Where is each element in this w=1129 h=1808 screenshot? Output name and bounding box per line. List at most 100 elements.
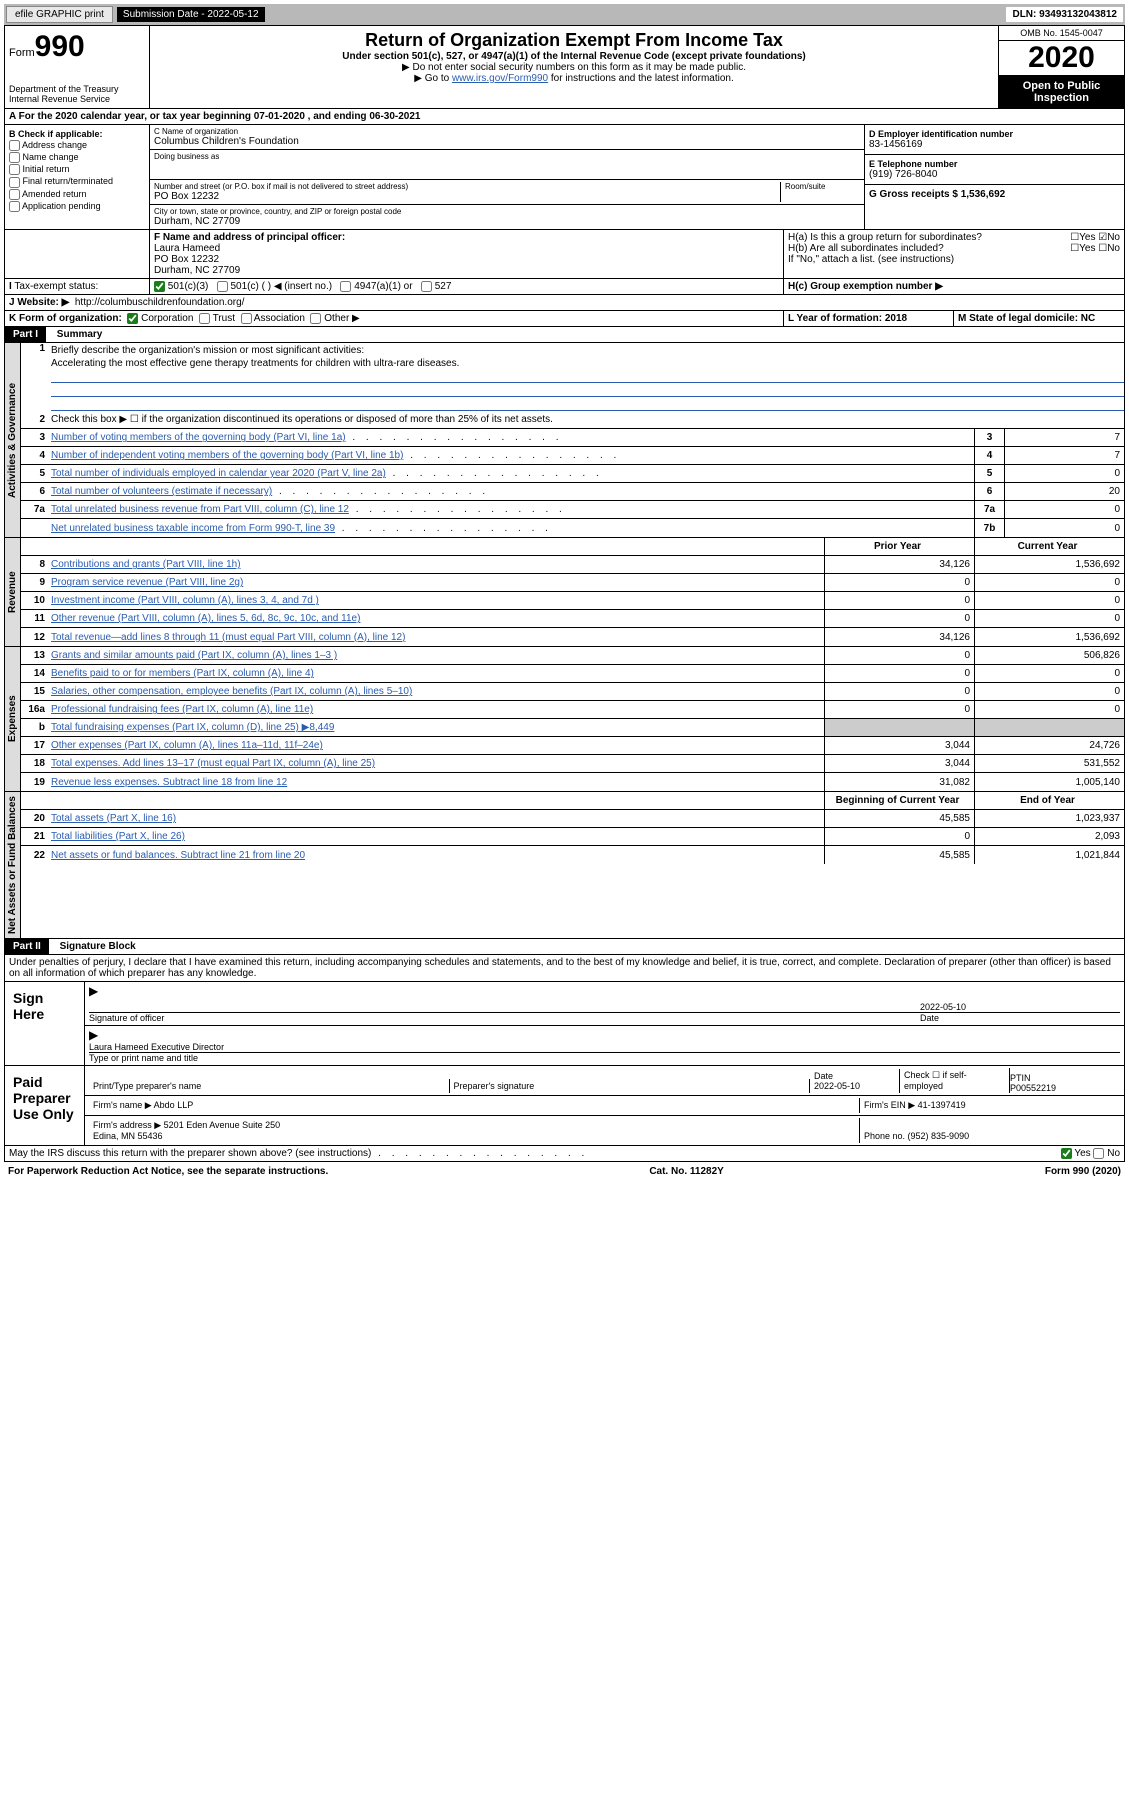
cb-final-return[interactable]: Final return/terminated [9,176,145,187]
signature-declaration: Under penalties of perjury, I declare th… [4,955,1125,982]
sign-here-section: Sign Here Signature of officer 2022-05-1… [4,982,1125,1066]
cb-501c3[interactable]: 501(c)(3) [154,281,208,292]
form-title: Return of Organization Exempt From Incom… [154,30,994,51]
gov-row: Net unrelated business taxable income fr… [21,519,1124,537]
sig-date-val: 2022-05-10 [920,1002,1120,1012]
hb-note: If "No," attach a list. (see instruction… [788,254,1120,265]
submission-date: Submission Date - 2022-05-12 [117,7,265,22]
cb-assoc[interactable]: Association [241,313,305,324]
cb-address-change[interactable]: Address change [9,140,145,151]
q1-mission: Briefly describe the organization's miss… [51,343,1124,358]
cb-trust[interactable]: Trust [199,313,235,324]
cb-501c[interactable]: 501(c) ( ) ◀ (insert no.) [217,281,332,292]
prep-cell: Print/Type preparer's name [89,1079,450,1093]
gov-row: 7a Total unrelated business revenue from… [21,501,1124,519]
ha-group-return: H(a) Is this a group return for subordin… [788,232,1120,243]
data-row: b Total fundraising expenses (Part IX, c… [21,719,1124,737]
mission-text[interactable]: Accelerating the most effective gene the… [51,358,459,369]
row-link[interactable]: Total number of individuals employed in … [51,468,386,479]
vtab-revenue: Revenue [5,538,21,646]
row-link[interactable]: Total expenses. Add lines 13–17 (must eq… [51,758,375,769]
data-row: 15 Salaries, other compensation, employe… [21,683,1124,701]
data-row: 21 Total liabilities (Part X, line 26) 0… [21,828,1124,846]
efile-print-button[interactable]: efile GRAPHIC print [6,6,113,23]
q2-discontinue: Check this box ▶ ☐ if the organization d… [51,412,1124,427]
ein-label: D Employer identification number [869,129,1120,139]
data-row: 16a Professional fundraising fees (Part … [21,701,1124,719]
row-link[interactable]: Other revenue (Part VIII, column (A), li… [51,613,360,624]
gross-receipts: G Gross receipts $ 1,536,692 [869,189,1120,200]
footer-mid: Cat. No. 11282Y [649,1166,723,1177]
cb-discuss-yes[interactable]: Yes [1061,1148,1091,1159]
officer-name: Laura Hameed [154,243,779,254]
vtab-expenses: Expenses [5,647,21,791]
section-b-c-d: B Check if applicable: Address change Na… [4,125,1125,230]
org-name: Columbus Children's Foundation [154,136,860,147]
row-link[interactable]: Salaries, other compensation, employee b… [51,686,412,697]
row-link[interactable]: Total number of volunteers (estimate if … [51,486,272,497]
row-link[interactable]: Other expenses (Part IX, column (A), lin… [51,740,323,751]
addr-value: PO Box 12232 [154,191,780,202]
data-row: 19 Revenue less expenses. Subtract line … [21,773,1124,791]
omb-number: OMB No. 1545-0047 [999,26,1124,41]
row-link[interactable]: Program service revenue (Part VIII, line… [51,577,243,588]
cb-4947[interactable]: 4947(a)(1) or [340,281,412,292]
officer-city: Durham, NC 27709 [154,265,779,276]
row-link[interactable]: Total assets (Part X, line 16) [51,813,176,824]
hc-group-exempt: H(c) Group exemption number ▶ [784,279,1124,294]
row-link[interactable]: Number of voting members of the governin… [51,432,346,443]
cb-other[interactable]: Other ▶ [310,313,359,324]
sig-name-val: Laura Hameed Executive Director [89,1042,1120,1052]
cb-amended[interactable]: Amended return [9,189,145,200]
hdr-current: Current Year [974,538,1124,555]
row-link[interactable]: Total fundraising expenses (Part IX, col… [51,722,334,733]
cb-initial-return[interactable]: Initial return [9,164,145,175]
cb-corp[interactable]: Corporation [127,313,193,324]
inspection-label: Open to Public Inspection [999,76,1124,108]
col-c-org-info: C Name of organization Columbus Children… [150,125,864,229]
cb-527[interactable]: 527 [421,281,451,292]
irs-discuss-row: May the IRS discuss this return with the… [4,1146,1125,1162]
form-subtitle: Under section 501(c), 527, or 4947(a)(1)… [154,51,994,62]
officer-addr: PO Box 12232 [154,254,779,265]
irs-link[interactable]: www.irs.gov/Form990 [452,73,548,84]
prep-cell: Date 2022-05-10 [810,1069,900,1093]
data-row: 22 Net assets or fund balances. Subtract… [21,846,1124,864]
col-b-checkboxes: B Check if applicable: Address change Na… [5,125,150,229]
room-label: Room/suite [785,182,860,191]
vtab-net: Net Assets or Fund Balances [5,792,21,938]
data-row: 20 Total assets (Part X, line 16) 45,585… [21,810,1124,828]
officer-label: F Name and address of principal officer: [154,232,345,243]
cb-name-change[interactable]: Name change [9,152,145,163]
gov-row: 6 Total number of volunteers (estimate i… [21,483,1124,501]
row-i-tax-status: I Tax-exempt status: 501(c)(3) 501(c) ( … [4,279,1125,295]
row-link[interactable]: Net assets or fund balances. Subtract li… [51,850,305,861]
cb-pending[interactable]: Application pending [9,201,145,212]
prep-cell: Check ☐ if self-employed [900,1068,1010,1093]
gov-row: 3 Number of voting members of the govern… [21,429,1124,447]
addr-label: Number and street (or P.O. box if mail i… [154,182,780,191]
part2-header: Part II Signature Block [4,939,1125,955]
row-link[interactable]: Total liabilities (Part X, line 26) [51,831,185,842]
data-row: 13 Grants and similar amounts paid (Part… [21,647,1124,665]
cb-discuss-no[interactable]: No [1093,1148,1120,1159]
data-row: 8 Contributions and grants (Part VIII, l… [21,556,1124,574]
paid-prep-label: Paid Preparer Use Only [5,1066,85,1145]
row-link[interactable]: Number of independent voting members of … [51,450,403,461]
row-link[interactable]: Net unrelated business taxable income fr… [51,523,335,534]
row-link[interactable]: Investment income (Part VIII, column (A)… [51,595,319,606]
row-link[interactable]: Grants and similar amounts paid (Part IX… [51,650,337,661]
data-row: 12 Total revenue—add lines 8 through 11 … [21,628,1124,646]
row-link[interactable]: Benefits paid to or for members (Part IX… [51,668,314,679]
state-domicile: M State of legal domicile: NC [954,311,1124,326]
ein-value: 83-1456169 [869,139,1120,150]
col-d-ein: D Employer identification number 83-1456… [864,125,1124,229]
row-link[interactable]: Professional fundraising fees (Part IX, … [51,704,313,715]
row-link[interactable]: Revenue less expenses. Subtract line 18 … [51,777,287,788]
row-link[interactable]: Contributions and grants (Part VIII, lin… [51,559,241,570]
row-link[interactable]: Total unrelated business revenue from Pa… [51,504,349,515]
form-number: Form990 [9,30,145,64]
page-footer: For Paperwork Reduction Act Notice, see … [4,1162,1125,1181]
row-link[interactable]: Total revenue—add lines 8 through 11 (mu… [51,632,405,643]
data-row: 11 Other revenue (Part VIII, column (A),… [21,610,1124,628]
